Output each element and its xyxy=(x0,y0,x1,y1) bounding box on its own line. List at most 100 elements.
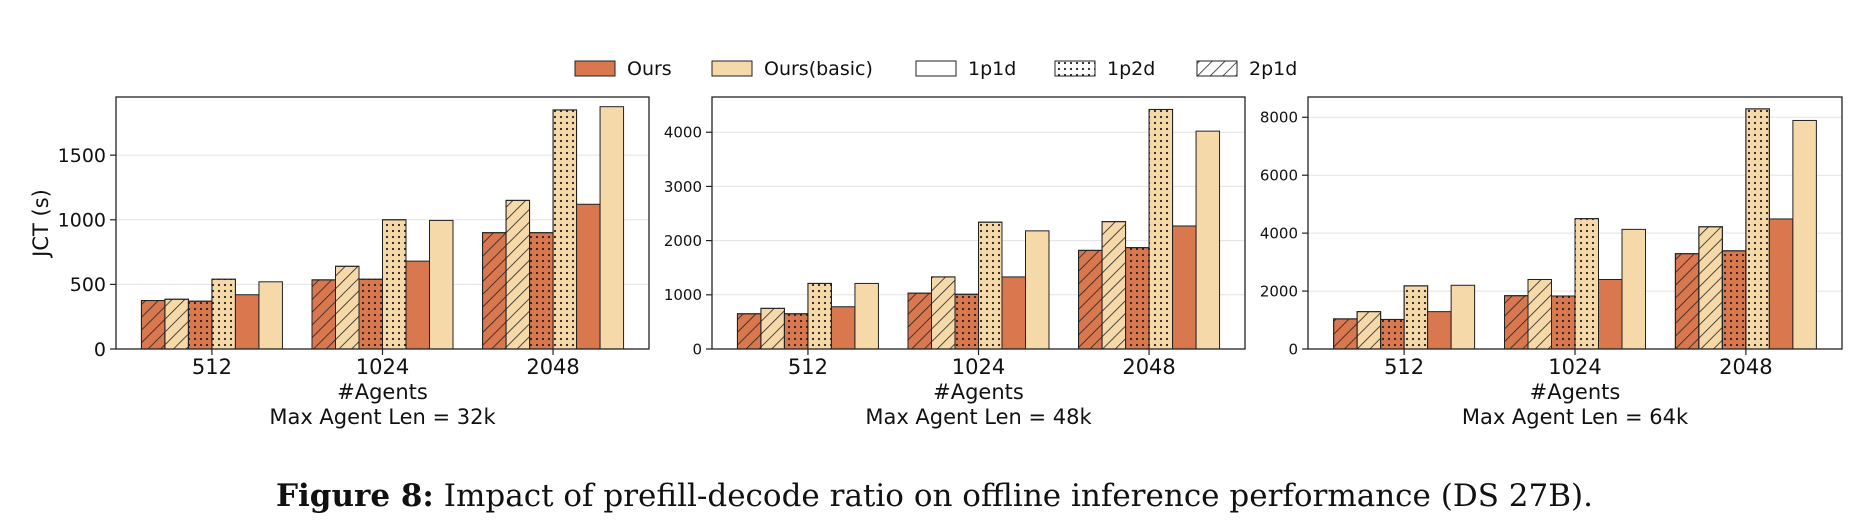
legend-item: 1p1d xyxy=(915,58,1016,80)
bar-hatch xyxy=(211,278,236,350)
bar-hatch xyxy=(760,307,785,350)
legend-swatch xyxy=(574,60,616,77)
bar xyxy=(1427,311,1452,350)
x-axis-label: #Agents xyxy=(933,380,1024,404)
x-tick-label: 2048 xyxy=(526,355,579,379)
legend-label: 1p1d xyxy=(968,58,1016,80)
axes-frame xyxy=(711,96,1246,350)
x-tick-label: 512 xyxy=(1384,355,1424,379)
bar-hatch xyxy=(1745,108,1770,350)
bar-hatch xyxy=(1333,318,1358,350)
chart-title: Max Agent Len = 48k xyxy=(865,405,1092,429)
legend-label: 1p2d xyxy=(1107,58,1155,80)
legend-swatch-hatch xyxy=(1196,60,1238,77)
y-tick-label: 4000 xyxy=(1260,225,1298,243)
bar-hatch xyxy=(335,265,360,350)
x-tick-label: 2048 xyxy=(1122,355,1175,379)
bar-hatch xyxy=(1078,249,1103,350)
legend-swatch xyxy=(915,60,957,77)
bar xyxy=(1025,230,1050,350)
bar xyxy=(1768,218,1794,350)
bar-hatch xyxy=(807,282,832,350)
y-tick-label: 0 xyxy=(1288,340,1298,358)
bar-hatch xyxy=(1551,295,1576,350)
bar xyxy=(1621,228,1646,350)
legend: Ours Ours(basic) 1p1d 1p2d 2p1d xyxy=(574,58,1297,80)
legend-swatch xyxy=(711,60,753,77)
chart-title: Max Agent Len = 32k xyxy=(269,405,496,429)
y-axis-label: JCT (s) xyxy=(29,189,53,259)
bar-hatch xyxy=(1380,318,1405,350)
legend-item: Ours xyxy=(574,58,672,80)
y-tick-label: 1500 xyxy=(58,145,106,167)
legend-swatch-hatch xyxy=(1054,60,1096,77)
legend-item: 2p1d xyxy=(1196,58,1297,80)
caption-text: Impact of prefill-decode ratio on offlin… xyxy=(443,478,1593,514)
bar-hatch xyxy=(140,300,166,350)
legend-label: Ours xyxy=(627,58,672,80)
bar xyxy=(1195,130,1221,350)
bar xyxy=(1001,276,1026,350)
axes-frame xyxy=(115,96,650,350)
x-tick-label: 512 xyxy=(788,355,828,379)
bar-hatch xyxy=(311,279,336,350)
y-tick-label: 0 xyxy=(692,340,702,358)
bar xyxy=(854,282,879,350)
x-tick-label: 1024 xyxy=(952,355,1005,379)
bar xyxy=(1792,119,1817,350)
bar-hatch xyxy=(1403,285,1429,350)
y-tick-label: 0 xyxy=(94,339,106,361)
bar xyxy=(576,203,601,350)
y-tick-label: 1000 xyxy=(58,210,106,232)
caption-label: Figure 8: xyxy=(276,478,434,514)
bar xyxy=(1172,225,1197,350)
bar-hatch xyxy=(1125,247,1150,350)
bar-hatch xyxy=(954,293,979,350)
y-tick-label: 2000 xyxy=(664,232,702,250)
x-axis-label: #Agents xyxy=(337,380,428,404)
bar-hatch xyxy=(1356,311,1382,350)
bar-hatch xyxy=(1674,253,1700,350)
bar xyxy=(1450,284,1476,350)
legend-item: Ours(basic) xyxy=(711,58,873,80)
x-axis-label: #Agents xyxy=(1530,380,1621,404)
x-tick-label: 1024 xyxy=(1548,355,1601,379)
bar-hatch xyxy=(358,278,383,350)
figure-caption: Figure 8: Impact of prefill-decode ratio… xyxy=(0,478,1869,514)
bar-hatch xyxy=(164,298,189,350)
bar-hatch xyxy=(907,292,932,350)
bar-hatch xyxy=(1504,295,1529,350)
legend-label: Ours(basic) xyxy=(764,58,873,80)
bar-hatch xyxy=(529,232,554,350)
y-tick-label: 2000 xyxy=(1260,282,1298,300)
legend-label: 2p1d xyxy=(1249,58,1297,80)
bar xyxy=(234,294,260,350)
bar-hatch xyxy=(931,276,956,350)
y-tick-label: 500 xyxy=(70,274,106,296)
bar-hatch xyxy=(1574,218,1599,350)
bar-hatch xyxy=(552,109,578,350)
x-tick-label: 1024 xyxy=(356,355,409,379)
y-tick-label: 6000 xyxy=(1260,167,1298,185)
y-tick-label: 3000 xyxy=(664,178,702,196)
bar xyxy=(830,306,856,350)
bar-hatch xyxy=(1148,108,1174,350)
bar-hatch xyxy=(783,313,809,350)
bar-hatch xyxy=(482,232,507,350)
bar-hatch xyxy=(187,300,213,350)
bar xyxy=(258,281,283,350)
bar xyxy=(1598,278,1623,350)
legend-item: 1p2d xyxy=(1054,58,1155,80)
bar xyxy=(599,106,625,350)
bar-hatch xyxy=(382,219,407,350)
y-tick-label: 4000 xyxy=(664,124,702,142)
bar xyxy=(429,219,454,350)
bar xyxy=(405,260,430,350)
x-tick-label: 512 xyxy=(192,355,232,379)
bar-hatch xyxy=(1527,278,1552,350)
y-tick-label: 1000 xyxy=(664,286,702,304)
